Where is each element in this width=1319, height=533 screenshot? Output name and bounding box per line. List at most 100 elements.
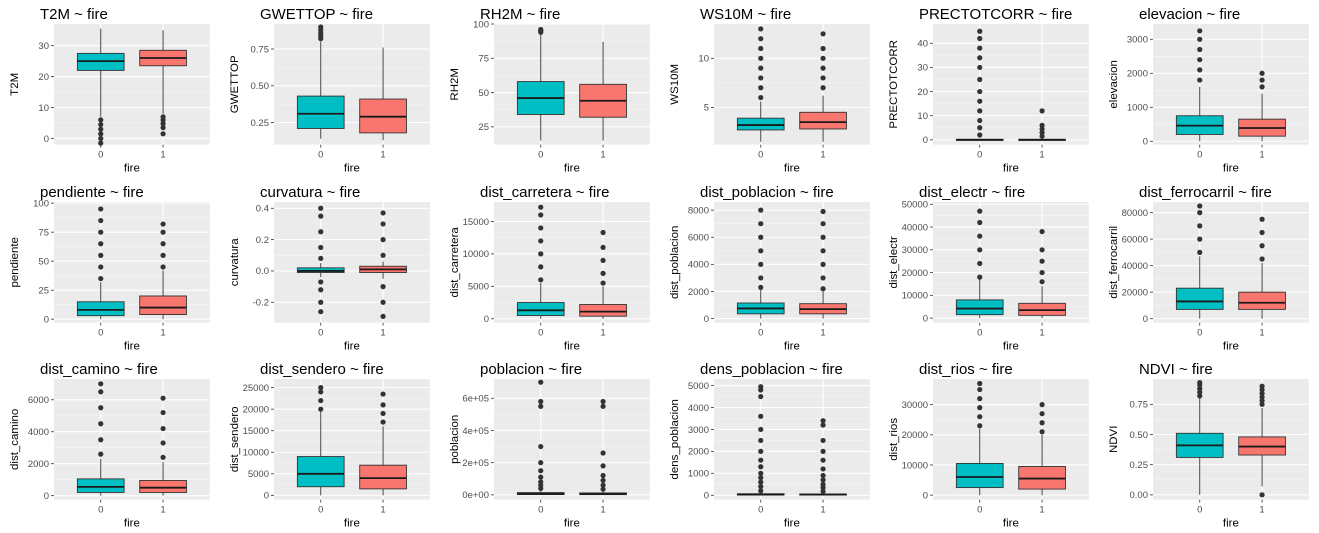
box-iqr xyxy=(139,295,187,315)
panel-background xyxy=(54,23,210,145)
outlier-point xyxy=(819,473,826,479)
outlier-point xyxy=(757,394,763,400)
outlier-point xyxy=(977,423,983,429)
chart-title: poblacion ~ fire xyxy=(480,361,582,378)
outlier-point xyxy=(819,285,826,292)
outlier-point xyxy=(819,247,826,254)
outlier-point xyxy=(1039,269,1046,275)
boxplot-7: -0.2 0.0 0.2 0.4 0 1 fire curvatura curvatura ~ … xyxy=(229,184,430,352)
outlier-point xyxy=(160,229,166,235)
outlier-point xyxy=(1259,402,1265,408)
outlier-point xyxy=(537,479,544,485)
y-tick-label: 50000 xyxy=(902,199,928,210)
y-axis-label: dist_carretera xyxy=(449,226,461,297)
outlier-point xyxy=(757,26,763,32)
outlier-point xyxy=(757,274,763,281)
outlier-point xyxy=(1039,129,1046,136)
x-tick-label: 1 xyxy=(1260,327,1265,338)
box-iqr xyxy=(1238,291,1287,310)
outlier-point xyxy=(380,299,386,305)
x-axis-label: fire xyxy=(783,518,799,530)
boxplot-14: 0e+00 2e+05 4e+05 6e+05 0 1 fire poblacion pobla… xyxy=(449,361,650,530)
outlier-point xyxy=(380,391,386,398)
x-tick-label: 0 xyxy=(758,505,763,516)
outlier-point xyxy=(1197,67,1203,73)
outlier-point xyxy=(1259,70,1265,76)
outlier-point xyxy=(600,486,606,493)
x-tick-label: 1 xyxy=(1040,150,1045,161)
outlier-point xyxy=(380,210,386,216)
y-axis-label: curvatura xyxy=(229,237,241,285)
boxplot-13: 0 5000 10000 15000 20000 25000 0 1 fire dist_send… xyxy=(229,361,430,530)
y-tick-label: 40000 xyxy=(1122,261,1148,272)
outlier-point xyxy=(1259,77,1265,83)
box-iqr xyxy=(516,301,565,316)
outlier-point xyxy=(537,276,544,283)
box-1 xyxy=(139,395,187,496)
outlier-point xyxy=(1197,36,1203,42)
outlier-point xyxy=(1259,492,1265,498)
box-iqr xyxy=(578,303,627,317)
x-axis-label: fire xyxy=(564,163,580,175)
outlier-point xyxy=(600,270,606,276)
boxplot-8: 0 5000 10000 15000 0 1 fire dist_carretera dist_… xyxy=(449,184,650,352)
outlier-point xyxy=(1259,229,1265,235)
box-0 xyxy=(516,204,565,319)
outlier-point xyxy=(160,440,166,446)
y-tick-label: 0 xyxy=(703,491,708,502)
y-tick-label: 0 xyxy=(1143,137,1148,148)
box-1 xyxy=(1238,383,1287,498)
y-tick-label: 0 xyxy=(1143,314,1148,325)
outlier-point xyxy=(819,477,826,483)
outlier-point xyxy=(537,460,544,466)
outlier-point xyxy=(819,418,826,424)
panel-background xyxy=(713,379,870,500)
y-tick-label: 10 xyxy=(38,103,49,114)
outlier-point xyxy=(757,94,763,101)
x-tick-label: 1 xyxy=(820,150,825,161)
y-axis-label: elevacion xyxy=(1108,60,1120,109)
y-axis-label: dist_camino xyxy=(9,409,21,470)
outlier-point xyxy=(98,421,104,427)
outlier-point xyxy=(160,252,166,258)
boxplot-9: 0 2000 4000 6000 8000 0 1 fire dist_poblacion dis… xyxy=(669,184,870,352)
y-tick-label: 3000 xyxy=(1127,35,1148,46)
y-tick-label: 20 xyxy=(918,87,929,98)
x-tick-label: 1 xyxy=(160,327,165,338)
outlier-point xyxy=(380,411,386,417)
y-tick-label: 0.4 xyxy=(256,203,269,214)
chart-title: dist_rios ~ fire xyxy=(919,361,1013,378)
chart-title: PRECTOTCORR ~ fire xyxy=(919,6,1072,23)
x-tick-label: 1 xyxy=(1040,327,1045,338)
x-tick-label: 0 xyxy=(538,505,543,516)
outlier-point xyxy=(757,75,763,81)
box-0 xyxy=(736,26,785,142)
y-tick-label: 6000 xyxy=(687,232,708,243)
x-axis-label: fire xyxy=(783,340,799,352)
outlier-point xyxy=(1197,386,1203,392)
outlier-point xyxy=(977,28,983,34)
box-iqr xyxy=(1176,287,1224,310)
y-tick-label: 20000 xyxy=(902,268,928,279)
y-tick-label: 30 xyxy=(918,63,929,74)
outlier-point xyxy=(600,473,606,479)
box-1 xyxy=(1018,228,1067,318)
boxplot-10: 0 10000 20000 30000 40000 50000 0 1 fire dist_ele… xyxy=(888,184,1090,352)
box-0 xyxy=(1176,203,1224,319)
outlier-point xyxy=(757,247,763,254)
outlier-point xyxy=(819,457,826,464)
outlier-point xyxy=(160,114,166,120)
outlier-point xyxy=(977,108,983,114)
x-axis-label: fire xyxy=(783,163,799,175)
box-iqr xyxy=(956,299,1004,315)
outlier-point xyxy=(819,466,826,472)
outlier-point xyxy=(1039,402,1046,408)
y-tick-label: 75 xyxy=(38,227,49,238)
outlier-point xyxy=(977,55,983,61)
y-tick-label: 5000 xyxy=(468,281,489,292)
boxplot-12: 0 2000 4000 6000 0 1 fire dist_camino dist_camin… xyxy=(9,361,210,530)
outlier-point xyxy=(819,31,826,37)
outlier-point xyxy=(1197,28,1203,34)
outlier-point xyxy=(537,250,544,257)
x-axis-label: fire xyxy=(344,518,360,530)
